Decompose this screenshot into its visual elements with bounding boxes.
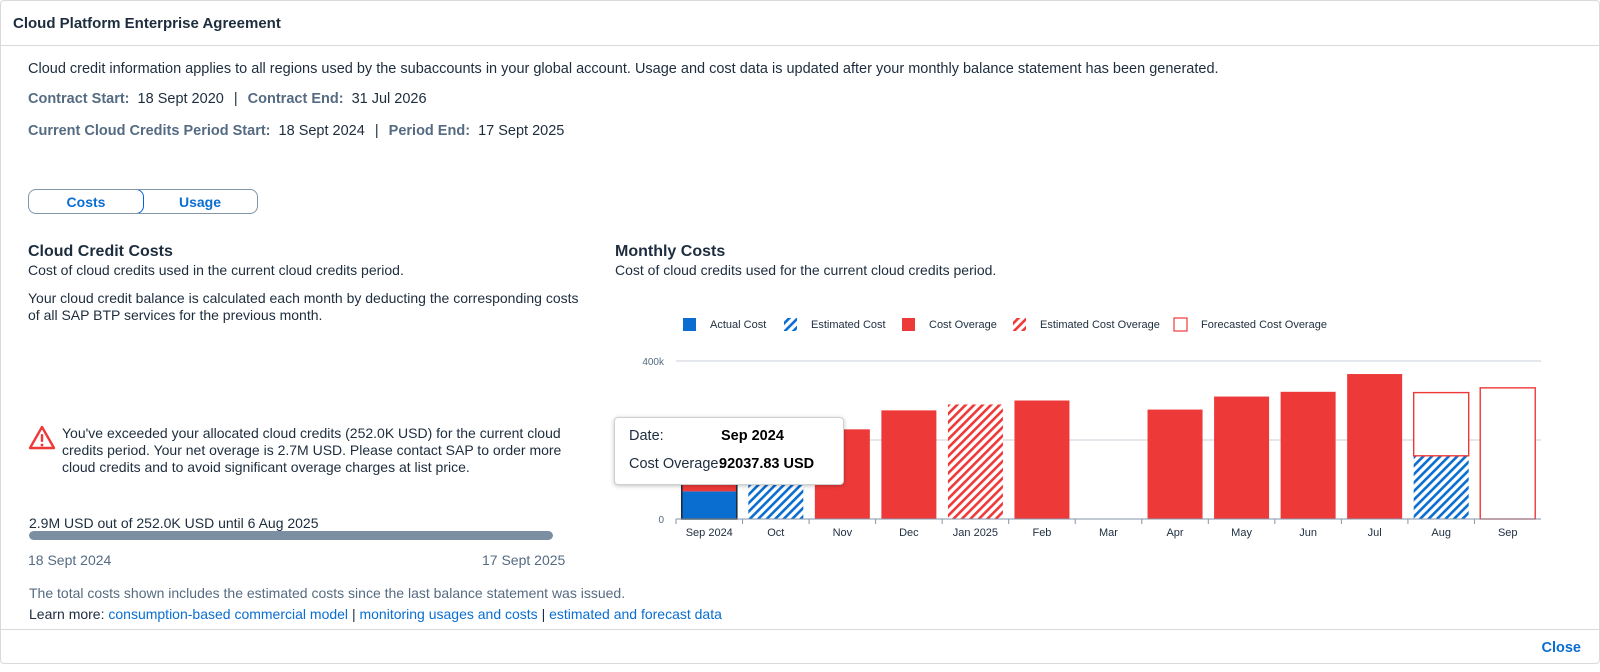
contract-start-value: 18 Sept 2020 <box>137 91 224 107</box>
tab-usage[interactable]: Usage <box>178 193 222 210</box>
period-end-label: Period End: <box>388 123 471 139</box>
x-tick-label: Jul <box>1368 527 1382 539</box>
x-tick-label: Dec <box>899 527 919 539</box>
x-tick-label: Jan 2025 <box>953 527 998 539</box>
warning-text: You've exceeded your allocated cloud cre… <box>62 425 562 475</box>
close-button[interactable]: Close <box>1541 640 1582 656</box>
period-start-value: 18 Sept 2024 <box>278 123 365 139</box>
progress-text: 2.9M USD out of 252.0K USD until 6 Aug 2… <box>29 515 319 531</box>
separator: | <box>233 91 238 107</box>
legend-swatch <box>784 318 797 331</box>
tab-costs[interactable]: Costs <box>29 190 144 213</box>
legend-label: Cost Overage <box>929 319 997 331</box>
contract-start-label: Contract Start: <box>28 91 130 107</box>
chart-tooltip: Date: Sep 2024 Cost Overage: 92037.83 US… <box>614 417 844 485</box>
dialog-footer: Close <box>1 629 1599 665</box>
bar-solid-red <box>881 410 937 519</box>
link-commercial-model[interactable]: consumption-based commercial model <box>108 606 349 622</box>
overage-warning: You've exceeded your allocated cloud cre… <box>28 425 568 476</box>
link-monitoring[interactable]: monitoring usages and costs <box>359 606 538 622</box>
progress-end-date: 17 Sept 2025 <box>482 552 566 568</box>
contract-end-value: 31 Jul 2026 <box>351 91 427 107</box>
legend-swatch <box>683 318 696 331</box>
tooltip-date-label: Date: <box>629 428 664 444</box>
contract-dates: Contract Start: 18 Sept 2020 | Contract … <box>28 91 427 107</box>
bar-solid-red <box>1214 396 1270 519</box>
balance-explanation: Your cloud credit balance is calculated … <box>28 290 579 323</box>
period-end-value: 17 Sept 2025 <box>478 123 565 139</box>
separator: | <box>351 606 356 622</box>
legend-label: Estimated Cost Overage <box>1040 319 1160 331</box>
x-tick-label: Oct <box>767 527 784 539</box>
credit-progress-bar <box>29 531 553 540</box>
learn-more: Learn more: consumption-based commercial… <box>29 606 722 622</box>
x-tick-label: May <box>1231 527 1252 539</box>
x-tick-label: Mar <box>1099 527 1118 539</box>
bar-solid-red <box>1147 409 1203 519</box>
credit-progress-fill <box>29 531 553 540</box>
x-tick-label: Aug <box>1431 527 1451 539</box>
view-segmented-control: Costs Usage <box>28 189 258 214</box>
y-tick-label: 0 <box>658 515 664 526</box>
legend-swatch <box>1013 318 1026 331</box>
dialog-header: Cloud Platform Enterprise Agreement <box>1 1 1599 46</box>
bar-solid-red <box>1347 374 1403 519</box>
warning-icon <box>28 425 56 450</box>
dialog-title: Cloud Platform Enterprise Agreement <box>13 14 281 32</box>
tooltip-date-value: Sep 2024 <box>721 428 784 444</box>
bar-hatched-blue <box>1413 455 1469 519</box>
contract-end-label: Contract End: <box>247 91 344 107</box>
monthly-costs-title: Monthly Costs <box>615 243 726 260</box>
description-text: Cloud credit information applies to all … <box>28 61 1219 77</box>
progress-start-date: 18 Sept 2024 <box>28 552 112 568</box>
bar-outline-red <box>1479 387 1536 520</box>
credit-costs-subtitle: Cost of cloud credits used in the curren… <box>28 262 404 278</box>
monthly-costs-chart: Actual Cost Estimated Cost Cost Overage Est… <box>642 317 1541 539</box>
legend-label: Estimated Cost <box>811 319 886 331</box>
separator: | <box>374 123 379 139</box>
legend-swatch <box>1173 317 1188 332</box>
bar-outline-red <box>1412 391 1470 457</box>
bar-hatched-red <box>947 404 1003 519</box>
legend-label: Actual Cost <box>710 319 766 331</box>
tooltip-metric-label: Cost Overage: <box>629 456 723 472</box>
footnote: The total costs shown includes the estim… <box>29 585 626 601</box>
chart-legend: Actual Cost Estimated Cost Cost Overage Est… <box>683 317 1327 332</box>
x-tick-label: Nov <box>833 527 853 539</box>
bar-solid-red <box>1014 400 1070 519</box>
x-tick-label: Sep <box>1498 527 1518 539</box>
x-tick-label: Jun <box>1299 527 1317 539</box>
bar-solid-blue <box>681 491 737 519</box>
credit-costs-title: Cloud Credit Costs <box>28 243 173 260</box>
tooltip-metric-value: 92037.83 USD <box>719 456 815 472</box>
period-dates: Current Cloud Credits Period Start: 18 S… <box>28 123 564 139</box>
legend-swatch <box>902 318 915 331</box>
link-estimated-forecast[interactable]: estimated and forecast data <box>549 606 722 622</box>
learn-more-label: Learn more: <box>29 606 105 622</box>
monthly-costs-subtitle: Cost of cloud credits used for the curre… <box>615 262 997 278</box>
bar-solid-red <box>1280 391 1336 519</box>
legend-label: Forecasted Cost Overage <box>1201 319 1327 331</box>
x-tick-label: Apr <box>1166 527 1183 539</box>
period-start-label: Current Cloud Credits Period Start: <box>28 123 271 139</box>
chart-x-axis: Sep 2024 Oct Nov Dec Jan 2025 Feb Mar Apr May Jun… <box>675 518 1541 539</box>
separator: | <box>541 606 546 622</box>
y-tick-label: 400k <box>642 357 665 368</box>
x-tick-label: Sep 2024 <box>686 527 733 539</box>
x-tick-label: Feb <box>1032 527 1051 539</box>
